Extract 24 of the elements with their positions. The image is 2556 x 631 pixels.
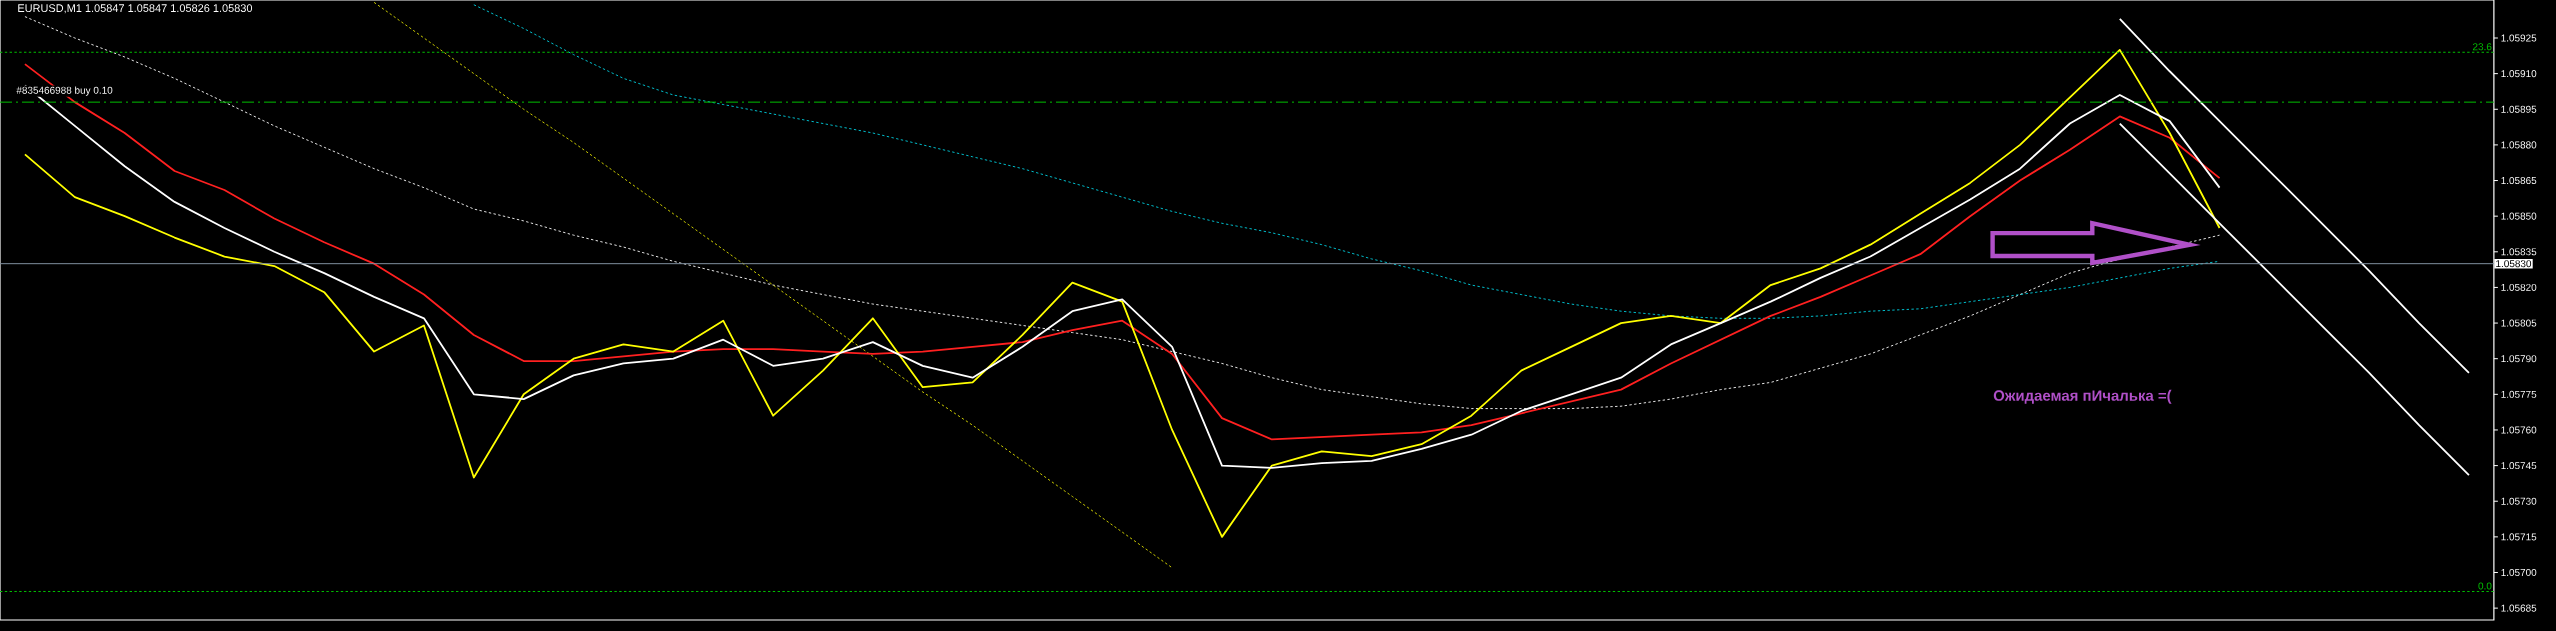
annotation: 0.0	[2478, 582, 2492, 590]
annotation: Ожидаемая пИчалька =(	[1993, 389, 2172, 404]
y-tick-label: 1.05880	[2501, 141, 2537, 149]
y-tick-label: 1.05910	[2501, 70, 2537, 78]
y-tick-label: 1.05775	[2501, 390, 2537, 398]
y-tick-label: 1.05805	[2501, 319, 2537, 327]
y-tick-label: 1.05850	[2501, 212, 2537, 220]
y-tick-label: 1.05790	[2501, 355, 2537, 363]
chart-title: EURUSD,M1 1.05847 1.05847 1.05826 1.05830	[18, 4, 253, 14]
annotation: 23.6	[2473, 43, 2492, 51]
y-tick-label: 1.05820	[2501, 283, 2537, 291]
y-tick-label: 1.05835	[2501, 248, 2537, 256]
ref-line-label: 1.05830	[2496, 260, 2532, 268]
y-tick-label: 1.05925	[2501, 34, 2537, 42]
ref-line-label: #835466988 buy 0.10	[16, 86, 113, 96]
y-tick-label: 1.05685	[2501, 604, 2537, 612]
y-tick-label: 1.05865	[2501, 176, 2537, 185]
y-tick-label: 1.05715	[2501, 533, 2537, 541]
y-tick-label: 1.05895	[2501, 105, 2537, 113]
y-tick-label: 1.05745	[2501, 462, 2537, 470]
line-series	[2118, 18, 2470, 374]
y-tick-label: 1.05760	[2501, 426, 2537, 434]
y-tick-label: 1.05730	[2501, 497, 2537, 505]
y-tick-label: 1.05700	[2501, 568, 2537, 577]
